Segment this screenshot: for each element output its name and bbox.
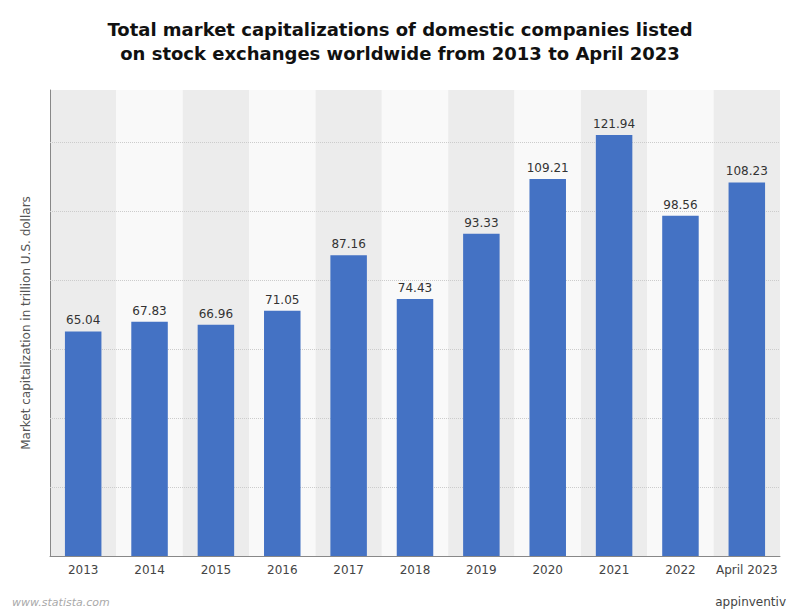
svg-text:2019: 2019 [466,563,497,577]
svg-text:www.statista.com: www.statista.com [12,596,110,609]
svg-text:67.83: 67.83 [132,304,166,318]
svg-text:Total market capitalizations o: Total market capitalizations of domestic… [107,19,692,40]
svg-text:Market capitalization in trill: Market capitalization in trillion U.S. d… [19,196,33,450]
svg-text:108.23: 108.23 [726,164,768,178]
svg-text:71.05: 71.05 [265,293,299,307]
svg-text:109.21: 109.21 [527,161,569,175]
svg-text:2017: 2017 [333,563,364,577]
svg-text:appinventiv: appinventiv [715,595,786,609]
svg-text:98.56: 98.56 [663,198,697,212]
svg-text:2020: 2020 [532,563,563,577]
svg-text:2022: 2022 [665,563,696,577]
svg-text:2021: 2021 [599,563,630,577]
svg-text:2015: 2015 [201,563,232,577]
svg-text:2016: 2016 [267,563,298,577]
svg-text:April 2023: April 2023 [716,563,778,577]
svg-text:66.96: 66.96 [199,307,233,321]
svg-text:2018: 2018 [400,563,431,577]
svg-text:87.16: 87.16 [331,237,365,251]
svg-text:121.94: 121.94 [593,117,635,131]
svg-text:74.43: 74.43 [398,281,432,295]
svg-text:2014: 2014 [134,563,165,577]
svg-text:93.33: 93.33 [464,216,498,230]
svg-text:on stock exchanges worldwide f: on stock exchanges worldwide from 2013 t… [120,43,680,64]
svg-text:65.04: 65.04 [66,313,100,327]
svg-text:2013: 2013 [68,563,99,577]
